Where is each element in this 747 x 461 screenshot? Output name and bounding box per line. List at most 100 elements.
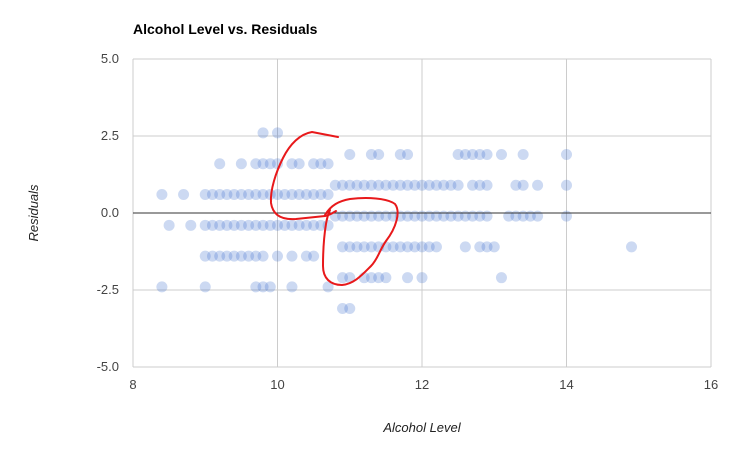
data-point bbox=[293, 189, 305, 201]
data-point bbox=[286, 189, 298, 201]
x-tick-label: 16 bbox=[704, 377, 718, 392]
data-point bbox=[532, 179, 544, 191]
data-point bbox=[394, 148, 406, 160]
data-point bbox=[221, 250, 233, 262]
data-point bbox=[156, 189, 168, 201]
data-point bbox=[495, 272, 507, 284]
data-point bbox=[387, 179, 399, 191]
data-point bbox=[481, 148, 493, 160]
data-point bbox=[423, 179, 435, 191]
data-point bbox=[459, 241, 471, 253]
data-point bbox=[286, 281, 298, 293]
data-point bbox=[315, 189, 327, 201]
data-point bbox=[481, 210, 493, 222]
data-point bbox=[199, 281, 211, 293]
data-point bbox=[452, 179, 464, 191]
data-point bbox=[264, 158, 276, 170]
data-point bbox=[459, 148, 471, 160]
data-point bbox=[272, 127, 283, 139]
data-point bbox=[402, 241, 414, 253]
data-point bbox=[344, 241, 356, 253]
data-point bbox=[329, 179, 341, 191]
data-point bbox=[344, 148, 356, 160]
data-point bbox=[279, 189, 291, 201]
data-point bbox=[235, 250, 247, 262]
chart-title: Alcohol Level vs. Residuals bbox=[133, 21, 318, 37]
data-point bbox=[626, 241, 638, 253]
x-tick-label: 10 bbox=[270, 377, 284, 392]
data-point bbox=[488, 241, 500, 253]
data-point bbox=[510, 179, 522, 191]
data-point bbox=[409, 179, 421, 191]
data-point bbox=[300, 189, 312, 201]
data-point bbox=[402, 179, 414, 191]
data-point bbox=[221, 189, 233, 201]
data-point bbox=[286, 250, 298, 262]
data-point bbox=[250, 281, 262, 293]
y-tick-label: -2.5 bbox=[97, 282, 119, 297]
data-point bbox=[467, 179, 479, 191]
data-point bbox=[250, 250, 262, 262]
data-point bbox=[394, 241, 406, 253]
data-point bbox=[351, 241, 363, 253]
data-point bbox=[394, 179, 406, 191]
data-point bbox=[315, 158, 327, 170]
data-point bbox=[358, 241, 370, 253]
data-point bbox=[416, 272, 428, 284]
data-point bbox=[257, 158, 269, 170]
data-point bbox=[365, 148, 377, 160]
data-point bbox=[344, 179, 356, 191]
data-point bbox=[380, 272, 392, 284]
data-point bbox=[373, 272, 385, 284]
data-point bbox=[416, 179, 428, 191]
data-point bbox=[561, 179, 572, 191]
data-point bbox=[387, 241, 399, 253]
y-tick-label: -5.0 bbox=[97, 359, 119, 374]
x-tick-label: 14 bbox=[559, 377, 573, 392]
data-point bbox=[430, 179, 442, 191]
data-point bbox=[214, 189, 226, 201]
data-point bbox=[322, 189, 334, 201]
data-point bbox=[308, 189, 320, 201]
data-point bbox=[467, 148, 479, 160]
data-point bbox=[380, 179, 392, 191]
data-point bbox=[199, 250, 211, 262]
data-point bbox=[300, 219, 312, 231]
data-point bbox=[351, 179, 363, 191]
data-point bbox=[337, 302, 349, 314]
data-point bbox=[214, 219, 226, 231]
data-point bbox=[358, 179, 370, 191]
data-point bbox=[257, 250, 269, 262]
data-point bbox=[474, 148, 486, 160]
data-point bbox=[344, 272, 356, 284]
data-point bbox=[235, 158, 247, 170]
data-point bbox=[272, 219, 283, 231]
data-point bbox=[199, 189, 211, 201]
data-point bbox=[315, 219, 327, 231]
data-point bbox=[452, 148, 464, 160]
data-point bbox=[163, 219, 175, 231]
data-point bbox=[445, 179, 457, 191]
data-point bbox=[250, 158, 262, 170]
data-point bbox=[308, 158, 320, 170]
data-point bbox=[481, 179, 493, 191]
data-point bbox=[337, 241, 349, 253]
data-point bbox=[322, 281, 334, 293]
data-point bbox=[517, 148, 529, 160]
data-point bbox=[243, 189, 255, 201]
data-point bbox=[221, 219, 233, 231]
data-point bbox=[365, 179, 377, 191]
data-point bbox=[300, 250, 312, 262]
data-point bbox=[322, 158, 334, 170]
data-point bbox=[495, 148, 507, 160]
data-point bbox=[402, 148, 414, 160]
data-point bbox=[409, 241, 421, 253]
annotation-loop-upper bbox=[269, 131, 339, 221]
data-point bbox=[474, 179, 486, 191]
data-point bbox=[272, 189, 283, 201]
data-point bbox=[257, 281, 269, 293]
data-point bbox=[264, 219, 276, 231]
data-point bbox=[228, 189, 240, 201]
data-point bbox=[243, 219, 255, 231]
data-point bbox=[228, 219, 240, 231]
